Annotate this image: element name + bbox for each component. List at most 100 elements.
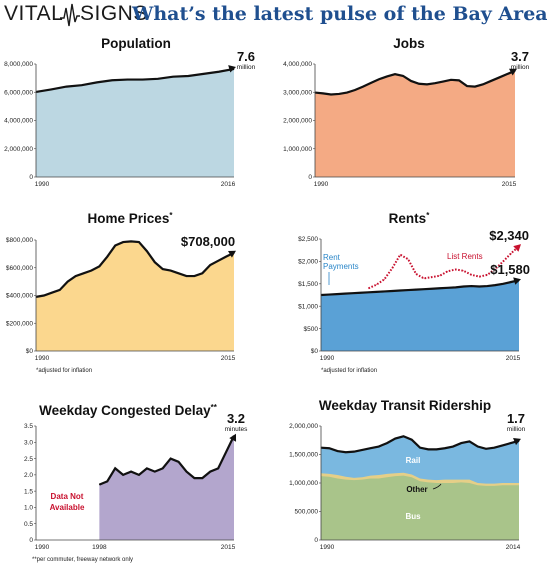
- rents-payments-label-line2: Payments: [323, 262, 359, 271]
- transit-data-point: [337, 450, 338, 452]
- home_prices-data-point: [122, 241, 124, 243]
- rents-list-point: [463, 270, 464, 272]
- population-line: [35, 67, 235, 94]
- rents-list-point: [455, 269, 457, 270]
- rents-payments-point: [415, 289, 417, 291]
- jobs-data-point: [346, 92, 348, 93]
- delay-y-tick-label: 2.0: [24, 472, 33, 479]
- chart-jobs: Jobs 0 1,000,000 2,000,000 3,000,000 4,000,00…: [273, 30, 546, 210]
- rents-list-point: [439, 275, 441, 277]
- population-data-point: [203, 73, 204, 75]
- home_prices-y-tick-label: $400,000: [6, 293, 33, 300]
- home_prices-data-point: [114, 245, 116, 246]
- transit-y-tick-label: 1,500,000: [289, 452, 318, 459]
- population-end-arrow-icon: [228, 65, 236, 73]
- transit-x-tick-label: 2014: [506, 544, 521, 551]
- delay-x-tick-label: 2015: [221, 544, 236, 551]
- rents-payments-arrow-icon: [513, 277, 521, 285]
- delay-x-tick-label: 1998: [92, 544, 107, 551]
- jobs-end-value: 3.7: [511, 49, 529, 64]
- chart-home-prices-svg: Home Prices* $0 $200,000 $400,000 $600,000 $8…: [6, 211, 236, 374]
- jobs-y-tick-label: 1,000,000: [283, 146, 312, 153]
- delay-data-point: [194, 477, 195, 479]
- delay-y-tick-label: 0.5: [24, 521, 33, 528]
- population-end-value: 7.6: [237, 49, 255, 64]
- home_prices-y-tick-label: $800,000: [6, 237, 33, 244]
- transit-title: Weekday Transit Ridership: [319, 398, 491, 413]
- transit-data-point: [378, 446, 380, 447]
- home_prices-area: [36, 241, 234, 351]
- home_prices-y-tick-label: $0: [26, 348, 34, 355]
- transit-data-point: [510, 442, 512, 444]
- delay-x-tick-label: 1990: [35, 544, 50, 551]
- transit-data-point: [345, 451, 347, 453]
- home_prices-data-point: [91, 270, 92, 271]
- population-y-tick-label: 6,000,000: [4, 89, 33, 96]
- jobs-data-point: [474, 86, 476, 87]
- page-headline: What’s the latest pulse of the Bay Area?: [132, 3, 547, 25]
- header: VITAL SIGNS What’s the latest pulse of t…: [0, 0, 547, 30]
- delay-data-point: [98, 484, 100, 486]
- rents-list-point: [423, 278, 425, 279]
- jobs-y-tick-label: 4,000,000: [283, 61, 312, 68]
- jobs-end-arrow-icon: [509, 68, 517, 76]
- home_prices-title: Home Prices*: [88, 211, 174, 226]
- population-data-point: [218, 71, 220, 73]
- population-data-point: [81, 84, 83, 86]
- jobs-x-tick-label: 2015: [502, 181, 517, 188]
- chart-transit-svg: Weekday Transit Ridership 0 500,000 1,000,0…: [289, 398, 526, 551]
- delay-y-tick-label: 3.5: [24, 423, 33, 430]
- jobs-line: [314, 69, 516, 96]
- rents-payments-point: [352, 292, 354, 294]
- population-x-tick-label: 1990: [35, 181, 50, 188]
- chart-population-svg: Population 0 2,000,000 4,000,000 6,000,000 8,…: [4, 36, 256, 188]
- jobs-data-point: [426, 83, 428, 85]
- rents-list-point: [502, 261, 504, 262]
- jobs-data-point: [354, 89, 356, 91]
- rents-payments-point: [383, 291, 385, 292]
- transit-data-point: [411, 439, 413, 441]
- population-data-point: [142, 79, 144, 80]
- home_prices-data-point: [75, 275, 76, 277]
- home_prices-data-point: [186, 275, 187, 277]
- home_prices-data-point: [178, 272, 179, 274]
- rents-payments-point: [471, 285, 472, 287]
- transit-data-point: [502, 444, 503, 446]
- transit-bus-area: [321, 475, 519, 540]
- home-prices-footnote: *adjusted for inflation: [36, 368, 92, 374]
- transit-other-label: Other: [406, 485, 427, 494]
- population-data-point: [66, 86, 67, 87]
- jobs-data-point: [458, 79, 460, 81]
- vital-signs-logo: VITAL SIGNS: [4, 2, 147, 28]
- transit-end-unit: million: [507, 426, 526, 433]
- jobs-data-point: [322, 92, 324, 94]
- chart-transit: Weekday Transit Ridership 0 500,000 1,000,0…: [273, 383, 546, 563]
- delay-data-point: [217, 467, 219, 469]
- delay-data-point: [225, 451, 227, 453]
- delay-data-point: [154, 471, 156, 472]
- rents-payments-point: [391, 290, 393, 292]
- delay-line: [98, 435, 235, 486]
- rents-y-tick-label: $0: [311, 348, 319, 355]
- jobs-data-point: [386, 76, 388, 77]
- rents-y-tick-label: $1,000: [298, 303, 318, 310]
- transit-data-point: [353, 451, 355, 453]
- jobs-data-point: [450, 79, 452, 81]
- transit-data-point: [394, 438, 396, 439]
- rents-payments-point: [479, 286, 480, 287]
- transit-data-point: [452, 446, 454, 447]
- rents-list-point: [471, 274, 472, 276]
- jobs-area: [315, 70, 515, 177]
- delay-data-point: [186, 471, 187, 472]
- logo-text-vital: VITAL: [4, 2, 64, 25]
- population-y-tick-label: 0: [29, 174, 33, 181]
- rents-payments-point: [368, 291, 369, 293]
- home-prices-end-value: $708,000: [181, 234, 235, 249]
- rents-list-point: [415, 273, 417, 275]
- home_prices-data-point: [162, 268, 164, 270]
- delay-data-point: [122, 474, 124, 476]
- chart-jobs-svg: Jobs 0 1,000,000 2,000,000 3,000,000 4,000,00…: [283, 36, 530, 188]
- jobs-data-point: [418, 83, 420, 85]
- chart-population: Population 0 2,000,000 4,000,000 6,000,000 8,…: [0, 30, 273, 210]
- transit-data-point: [361, 449, 363, 451]
